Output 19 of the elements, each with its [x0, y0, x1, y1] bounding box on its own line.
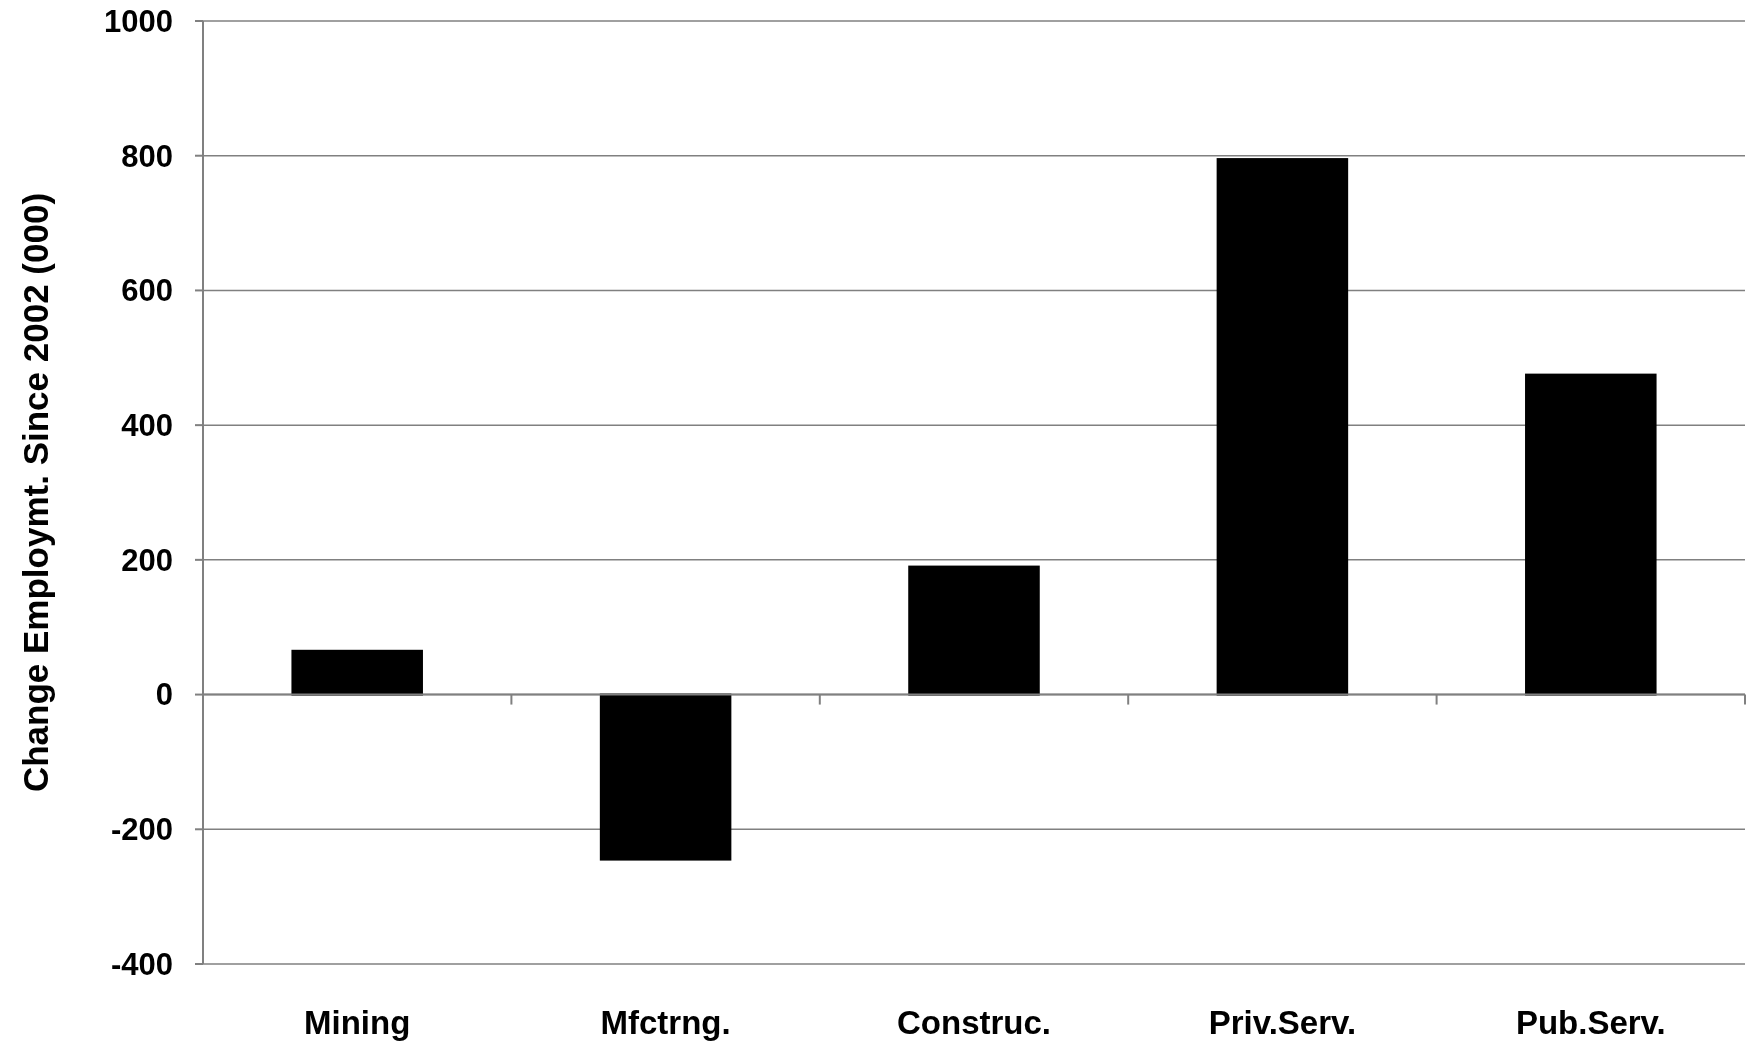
bar [1525, 373, 1657, 696]
x-tick-label: Pub.Serv. [1515, 1003, 1666, 1041]
x-tick-label: Construc. [896, 1003, 1052, 1041]
y-tick-label: 800 [121, 138, 173, 174]
y-tick-label: 1000 [104, 3, 173, 39]
bar [291, 649, 423, 696]
x-tick-label: Mfctrng. [600, 1003, 731, 1041]
x-tick-label: Priv.Serv. [1208, 1003, 1357, 1041]
y-axis-title: Change Employmt. Since 2002 (000) [16, 192, 56, 793]
y-tick-label: 400 [121, 407, 173, 443]
y-tick-label: 0 [155, 677, 173, 713]
y-tick-label: -400 [110, 946, 173, 982]
x-tick-label: Mining [304, 1003, 411, 1041]
bar [908, 565, 1040, 696]
y-tick-label: 200 [121, 542, 173, 578]
y-tick-label: -200 [110, 812, 173, 848]
bar [1216, 158, 1349, 696]
y-tick-label: 600 [121, 273, 173, 309]
bar [599, 693, 732, 861]
